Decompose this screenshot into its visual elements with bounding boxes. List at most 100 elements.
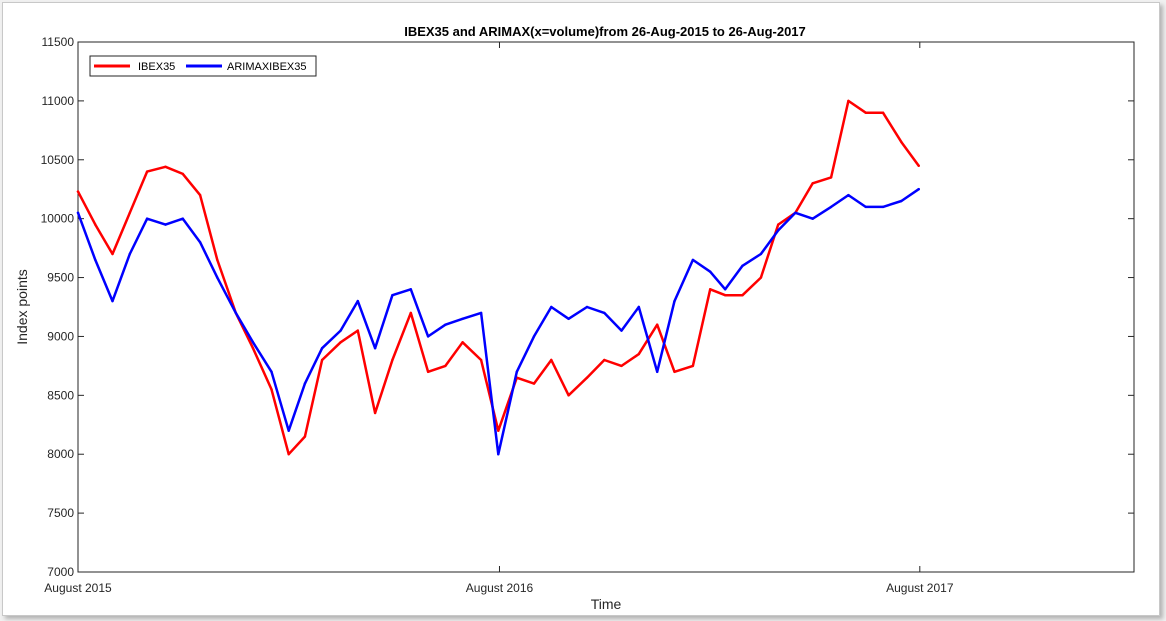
data-point-arimaxibex35-1 [94, 258, 97, 262]
data-point-ibex35-6 [181, 172, 184, 176]
data-point-ibex35-36 [709, 288, 712, 291]
data-point-ibex35-31 [620, 364, 623, 368]
legend-label-arimaxibex35: ARIMAXIBEX35 [227, 61, 306, 73]
data-point-arimaxibex35-11 [270, 370, 273, 373]
data-point-arimaxibex35-44 [847, 193, 850, 197]
data-point-arimaxibex35-30 [603, 311, 606, 315]
data-point-arimaxibex35-24 [497, 453, 500, 456]
data-point-ibex35-42 [811, 182, 814, 185]
data-point-arimaxibex35-42 [811, 217, 814, 220]
data-point-ibex35-40 [777, 223, 780, 226]
data-point-ibex35-19 [409, 311, 412, 315]
data-point-ibex35-27 [550, 358, 553, 362]
data-point-arimaxibex35-40 [777, 229, 780, 232]
data-point-arimaxibex35-20 [426, 335, 430, 338]
data-point-arimaxibex35-29 [585, 305, 589, 309]
data-point-arimaxibex35-41 [794, 211, 797, 214]
data-point-ibex35-46 [881, 111, 885, 114]
data-point-ibex35-26 [532, 382, 536, 385]
data-point-ibex35-3 [128, 211, 131, 214]
data-point-ibex35-23 [479, 358, 483, 362]
data-point-ibex35-45 [864, 111, 867, 114]
y-tick-label-9500: 9500 [47, 271, 74, 285]
data-point-ibex35-4 [145, 170, 149, 173]
data-point-ibex35-38 [741, 294, 744, 297]
y-tick-label-10500: 10500 [41, 153, 75, 167]
x-axis: August 2015 August 2016 August 2017 [44, 42, 954, 595]
data-point-arimaxibex35-16 [356, 299, 359, 303]
data-point-ibex35-35 [691, 364, 695, 368]
y-tick-label-7000: 7000 [47, 565, 74, 579]
data-point-arimaxibex35-5 [164, 223, 167, 226]
y-tick-label-11000: 11000 [42, 94, 75, 108]
data-point-ibex35-2 [111, 252, 114, 256]
data-point-arimaxibex35-19 [409, 288, 412, 291]
data-point-ibex35-11 [270, 388, 273, 391]
data-point-ibex35-10 [251, 347, 255, 350]
data-point-arimaxibex35-26 [532, 335, 536, 338]
data-point-arimaxibex35-22 [461, 317, 464, 320]
data-point-ibex35-16 [356, 329, 359, 332]
data-point-ibex35-20 [426, 370, 430, 373]
legend[interactable]: IBEX35 ARIMAXIBEX35 [89, 55, 317, 77]
data-point-ibex35-47 [900, 140, 903, 144]
data-point-ibex35-43 [829, 176, 833, 179]
y-tick-label-8500: 8500 [47, 388, 74, 402]
data-point-ibex35-29 [585, 376, 589, 379]
plot-area [77, 41, 1135, 573]
data-point-arimaxibex35-13 [303, 382, 307, 385]
data-point-ibex35-34 [673, 370, 676, 373]
y-tick-label-10000: 10000 [41, 212, 75, 226]
series-lines [76, 99, 920, 456]
data-point-ibex35-21 [444, 364, 447, 368]
data-point-arimaxibex35-7 [198, 241, 202, 244]
data-point-arimaxibex35-32 [637, 305, 640, 309]
data-point-arimaxibex35-28 [567, 317, 570, 320]
data-point-arimaxibex35-2 [111, 299, 114, 303]
data-point-arimaxibex35-14 [320, 347, 324, 350]
data-point-ibex35-8 [216, 258, 219, 262]
data-point-arimaxibex35-0 [76, 211, 80, 214]
data-point-ibex35-30 [603, 358, 606, 362]
data-point-ibex35-15 [339, 341, 342, 344]
y-axis: 7000 7500 8000 8500 9000 9500 10000 10500 11000 1… [41, 35, 1134, 579]
data-point-ibex35-1 [94, 223, 97, 226]
data-point-ibex35-48 [917, 164, 920, 167]
data-point-arimaxibex35-34 [673, 299, 676, 303]
data-point-ibex35-13 [303, 435, 307, 438]
data-point-ibex35-32 [637, 352, 640, 356]
data-point-arimaxibex35-31 [620, 329, 623, 332]
data-point-ibex35-44 [847, 99, 850, 103]
data-point-arimaxibex35-9 [234, 311, 237, 315]
data-point-arimaxibex35-12 [287, 429, 290, 432]
data-point-ibex35-39 [759, 276, 763, 279]
data-point-ibex35-22 [461, 341, 464, 344]
data-point-ibex35-7 [198, 193, 202, 197]
x-axis-label: Time [591, 596, 622, 612]
data-point-arimaxibex35-39 [759, 252, 763, 256]
data-point-ibex35-14 [320, 358, 324, 362]
y-tick-label-8000: 8000 [47, 447, 74, 461]
data-point-arimaxibex35-27 [550, 305, 553, 309]
y-tick-label-9000: 9000 [47, 329, 74, 343]
x-tick-label-0: August 2015 [44, 581, 112, 595]
data-point-arimaxibex35-33 [656, 370, 659, 373]
data-point-arimaxibex35-6 [181, 217, 184, 220]
data-point-ibex35-28 [567, 394, 570, 397]
data-point-ibex35-5 [164, 165, 167, 168]
y-tick-label-7500: 7500 [47, 506, 74, 520]
data-point-arimaxibex35-17 [373, 347, 377, 350]
data-point-arimaxibex35-38 [741, 264, 744, 267]
data-point-arimaxibex35-18 [391, 294, 394, 297]
data-point-arimaxibex35-37 [724, 288, 727, 291]
data-point-arimaxibex35-35 [691, 258, 695, 262]
legend-label-ibex35: IBEX35 [138, 61, 175, 73]
data-point-arimaxibex35-8 [216, 276, 219, 279]
data-point-ibex35-17 [373, 411, 377, 415]
data-point-arimaxibex35-47 [900, 199, 903, 203]
data-point-arimaxibex35-15 [339, 329, 342, 332]
data-point-arimaxibex35-36 [709, 270, 712, 273]
data-point-arimaxibex35-45 [864, 205, 867, 209]
